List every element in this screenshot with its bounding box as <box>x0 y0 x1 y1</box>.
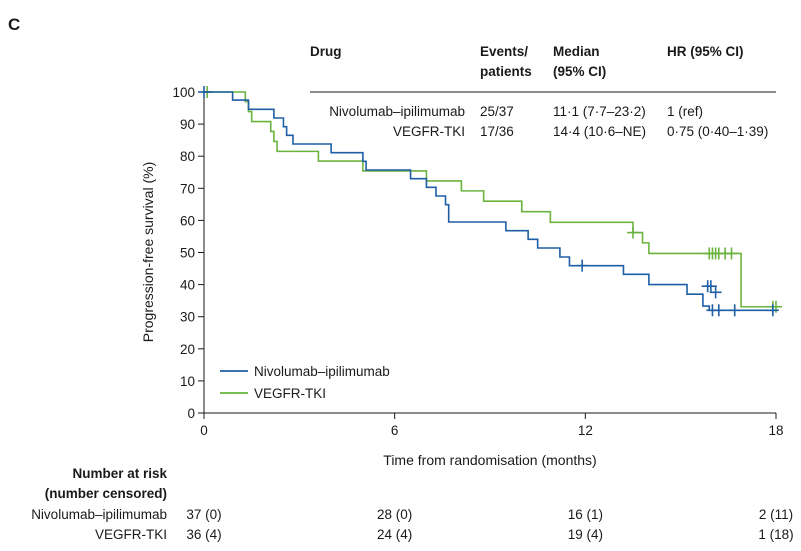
y-tick-label: 90 <box>180 117 195 132</box>
legend-label-nivo: Nivolumab–ipilimumab <box>254 364 390 379</box>
x-tick-label: 12 <box>578 423 593 438</box>
risk-value: 28 (0) <box>377 507 412 522</box>
risk-value: 37 (0) <box>186 507 221 522</box>
y-tick-label: 20 <box>180 342 195 357</box>
table-header-median-line2: (95% CI) <box>553 64 606 79</box>
legend: Nivolumab–ipilimumab VEGFR-TKI <box>220 364 390 401</box>
panel-label: C <box>8 15 20 34</box>
x-tick-label: 0 <box>200 423 208 438</box>
chart-series <box>198 86 782 317</box>
table-row-nivo-drug: Nivolumab–ipilimumab <box>329 104 465 119</box>
risk-row-label-tki: VEGFR-TKI <box>95 527 167 542</box>
x-axis-title: Time from randomisation (months) <box>383 452 596 468</box>
risk-value: 36 (4) <box>186 527 221 542</box>
y-tick-label: 100 <box>172 85 195 100</box>
x-tick-label: 6 <box>391 423 399 438</box>
risk-heading-line2: (number censored) <box>45 486 167 501</box>
y-tick-label: 0 <box>187 406 195 421</box>
risk-values: 37 (0) 28 (0) 16 (1) 2 (11) 36 (4) 24 (4) 19 (… <box>186 507 793 542</box>
y-tick-label: 80 <box>180 149 195 164</box>
km-curve-nivolumab-ipilimumab <box>204 91 776 312</box>
risk-heading-line1: Number at risk <box>72 466 167 481</box>
y-tick-label: 70 <box>180 181 195 196</box>
risk-value: 1 (18) <box>758 527 793 542</box>
table-header-hr: HR (95% CI) <box>667 44 744 59</box>
table-header-events-line1: Events/ <box>480 44 528 59</box>
table-row-tki-drug: VEGFR-TKI <box>393 124 465 139</box>
table-header-median-line1: Median <box>553 44 600 59</box>
y-tick-label: 60 <box>180 213 195 228</box>
table-row-tki-median: 14·4 (10·6–NE) <box>553 124 646 139</box>
y-tick-label: 40 <box>180 278 195 293</box>
y-tick-label: 10 <box>180 374 195 389</box>
table-row-nivo-median: 11·1 (7·7–23·2) <box>553 104 646 119</box>
y-tick-label: 30 <box>180 310 195 325</box>
table-header-drug: Drug <box>310 44 342 59</box>
risk-value: 16 (1) <box>568 507 603 522</box>
table-row-nivo-events: 25/37 <box>480 104 514 119</box>
y-tick-label: 50 <box>180 246 195 261</box>
risk-value: 24 (4) <box>377 527 412 542</box>
risk-row-label-nivo: Nivolumab–ipilimumab <box>31 507 167 522</box>
table-row-tki-hr: 0·75 (0·40–1·39) <box>667 124 768 139</box>
x-tick-label: 18 <box>768 423 783 438</box>
table-header-events-line2: patients <box>480 64 532 79</box>
risk-table: Number at risk (number censored) Nivolum… <box>31 466 793 542</box>
legend-label-tki: VEGFR-TKI <box>254 386 326 401</box>
table-row-nivo-hr: 1 (ref) <box>667 104 703 119</box>
y-axis-title: Progression-free survival (%) <box>140 162 156 343</box>
table-row-tki-events: 17/36 <box>480 124 514 139</box>
risk-value: 19 (4) <box>568 527 603 542</box>
chart-axes: 0 10 20 30 40 50 60 70 80 90 100 0 6 12 18 <box>172 85 783 438</box>
summary-table: Drug Events/ patients Median (95% CI) HR… <box>310 44 776 139</box>
risk-value: 2 (11) <box>759 507 793 522</box>
